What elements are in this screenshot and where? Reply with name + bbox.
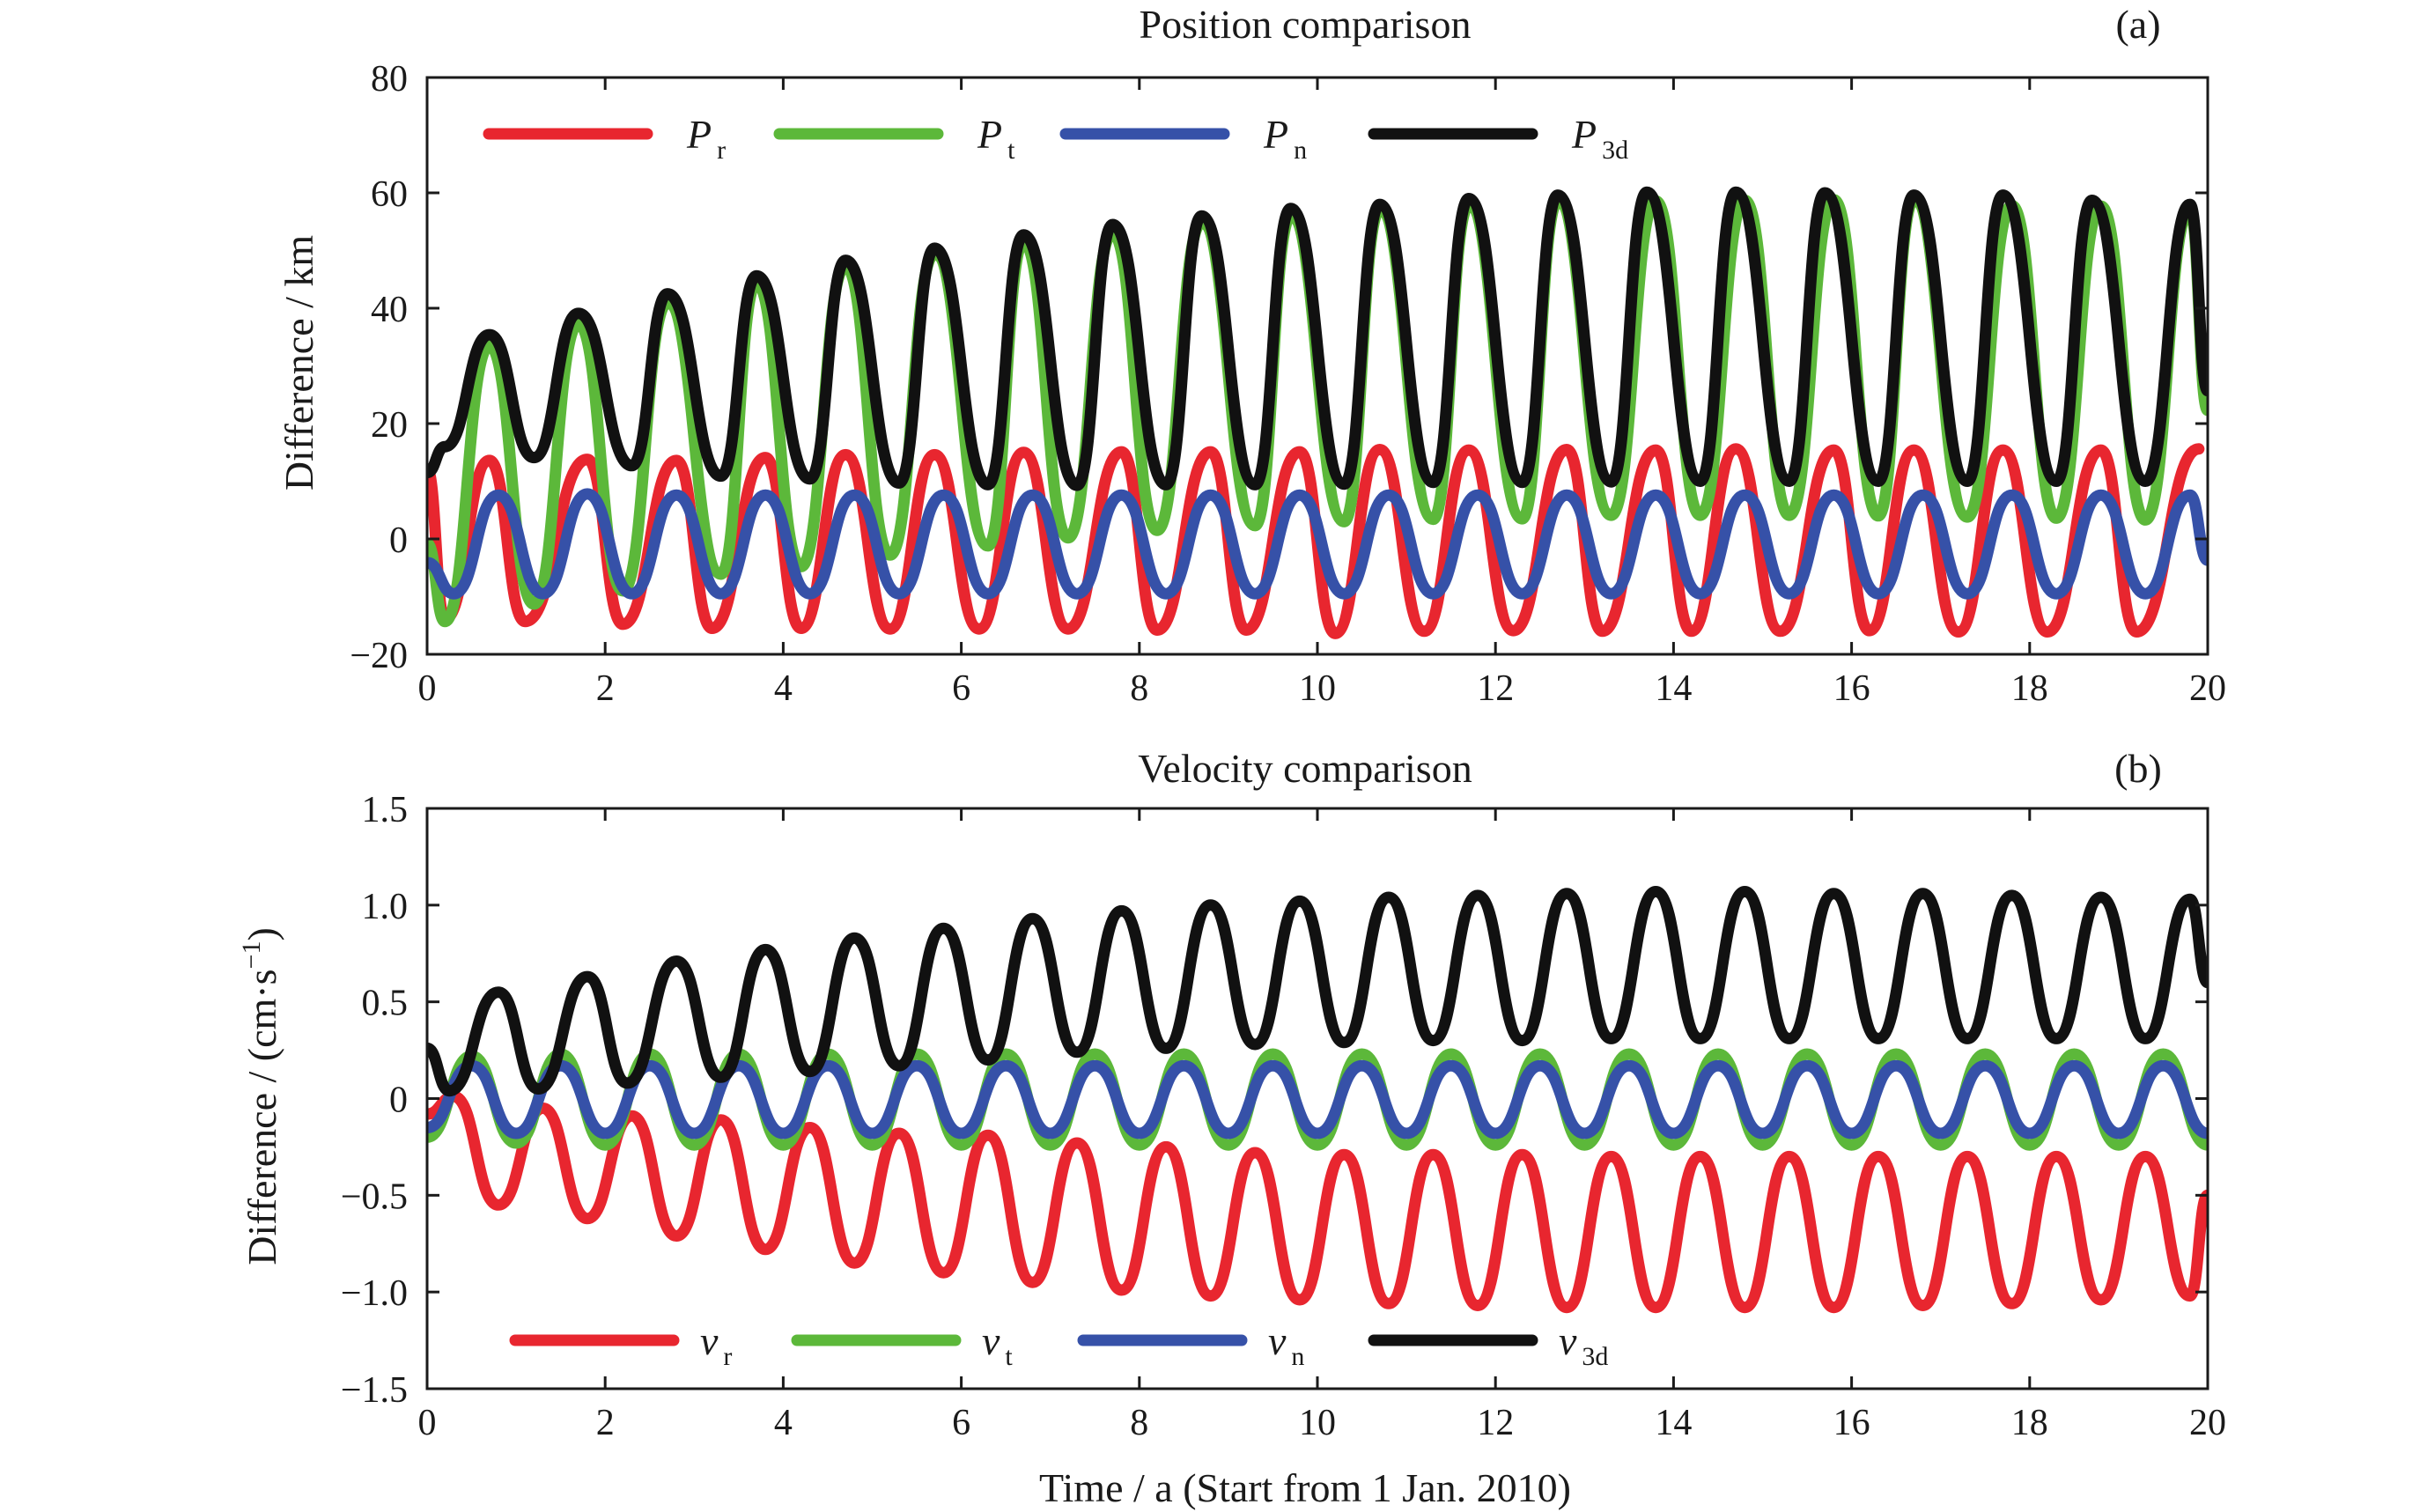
x-tick-label: 2: [596, 1403, 615, 1443]
y-tick-label: 20: [371, 405, 408, 446]
x-tick-label: 16: [1833, 668, 1870, 709]
x-tick-label: 10: [1299, 668, 1336, 709]
legend-subscript: r: [717, 136, 726, 165]
velocity-chart: Velocity comparison (b) Difference / (cm…: [237, 746, 2226, 1510]
y-tick-label: 0.5: [362, 984, 409, 1024]
legend-symbol: P: [1571, 112, 1597, 157]
plot-frame: [425, 807, 2209, 1390]
legend-subscript: n: [1294, 136, 1307, 165]
y-tick-label: −1.5: [341, 1370, 408, 1411]
x-tick-label: 4: [774, 1403, 793, 1443]
velocity-ticks: 0 2 4 6 8 10 12 14 16 18 20 1.5 1.0 0.5 0 −0.5 −1.0 −1.5: [341, 790, 2226, 1443]
x-tick-label: 12: [1477, 668, 1514, 709]
y-tick-label: 0: [389, 1081, 408, 1121]
legend-label-d3: v 3d: [1559, 1318, 1608, 1371]
legend-subscript: n: [1291, 1342, 1304, 1371]
series-line-n: [427, 1059, 2208, 1140]
legend-symbol: P: [1263, 112, 1288, 157]
velocity-chart-x-axis-label: Time / a (Start from 1 Jan. 2010): [1039, 1465, 1571, 1510]
y-tick-label: −1.0: [341, 1273, 408, 1314]
y-tick-label: 0: [389, 520, 408, 561]
legend-symbol: v: [700, 1318, 719, 1363]
x-tick-label: 6: [952, 668, 970, 709]
legend-subscript: 3d: [1582, 1342, 1608, 1371]
series-line-r: [427, 1090, 2208, 1314]
legend-subscript: r: [723, 1342, 732, 1371]
x-tick-label: 20: [2189, 668, 2226, 709]
series-line-d3: [427, 186, 2208, 491]
legend-symbol: P: [686, 112, 712, 157]
y-tick-label: 1.5: [362, 790, 409, 830]
legend-subscript: t: [1005, 1342, 1013, 1371]
x-tick-label: 4: [774, 668, 793, 709]
legend-subscript: 3d: [1602, 136, 1628, 165]
velocity-plot-area: [425, 807, 2209, 1390]
x-tick-label: 0: [418, 668, 437, 709]
y-tick-label: 40: [371, 290, 408, 330]
x-tick-label: 2: [596, 668, 615, 709]
x-tick-label: 14: [1655, 668, 1692, 709]
x-tick-label: 18: [2011, 1403, 2048, 1443]
legend-symbol: v: [1268, 1318, 1287, 1363]
y-tick-label: 60: [371, 174, 408, 215]
y-tick-label: −0.5: [341, 1176, 408, 1217]
velocity-y-label-exponent: −1: [237, 941, 266, 970]
x-tick-label: 10: [1299, 1403, 1336, 1443]
position-plot-area: [425, 76, 2209, 656]
x-tick-label: 20: [2189, 1403, 2226, 1443]
series-line-n: [427, 488, 2208, 600]
y-tick-label: 80: [371, 59, 408, 100]
position-chart-y-axis-label: Difference / km: [277, 235, 321, 491]
velocity-chart-title: Velocity comparison: [1138, 746, 1472, 791]
velocity-legend: v r v t v n v 3d: [509, 1318, 1608, 1371]
x-tick-label: 8: [1130, 668, 1148, 709]
legend-entry-d3: P 3d: [1368, 112, 1628, 165]
legend-entry-d3: v 3d: [1368, 1318, 1608, 1371]
velocity-y-label-tail: ): [240, 927, 284, 940]
x-tick-label: 6: [952, 1403, 970, 1443]
x-tick-label: 0: [418, 1403, 437, 1443]
velocity-chart-panel-tag: (b): [2114, 746, 2162, 791]
x-tick-label: 8: [1130, 1403, 1148, 1443]
position-chart-panel-tag: (a): [2115, 2, 2160, 47]
legend-symbol: v: [1559, 1318, 1577, 1363]
legend-label-d3: P 3d: [1571, 112, 1628, 165]
velocity-y-label-text: Difference / (cm·s: [240, 969, 284, 1265]
x-tick-label: 18: [2011, 668, 2048, 709]
x-tick-label: 12: [1477, 1403, 1514, 1443]
legend-symbol: v: [982, 1318, 1000, 1363]
legend-subscript: t: [1007, 136, 1015, 165]
y-tick-label: −20: [350, 636, 408, 676]
x-tick-label: 16: [1833, 1403, 1870, 1443]
series-line-d3: [427, 886, 2208, 1097]
position-chart: Position comparison (a) Difference / km …: [277, 2, 2226, 709]
x-tick-label: 14: [1655, 1403, 1692, 1443]
velocity-chart-y-axis-label: Difference / (cm·s−1): [237, 927, 284, 1265]
y-tick-label: 1.0: [362, 887, 409, 927]
legend-symbol: P: [977, 112, 1002, 157]
position-chart-title: Position comparison: [1140, 2, 1472, 47]
